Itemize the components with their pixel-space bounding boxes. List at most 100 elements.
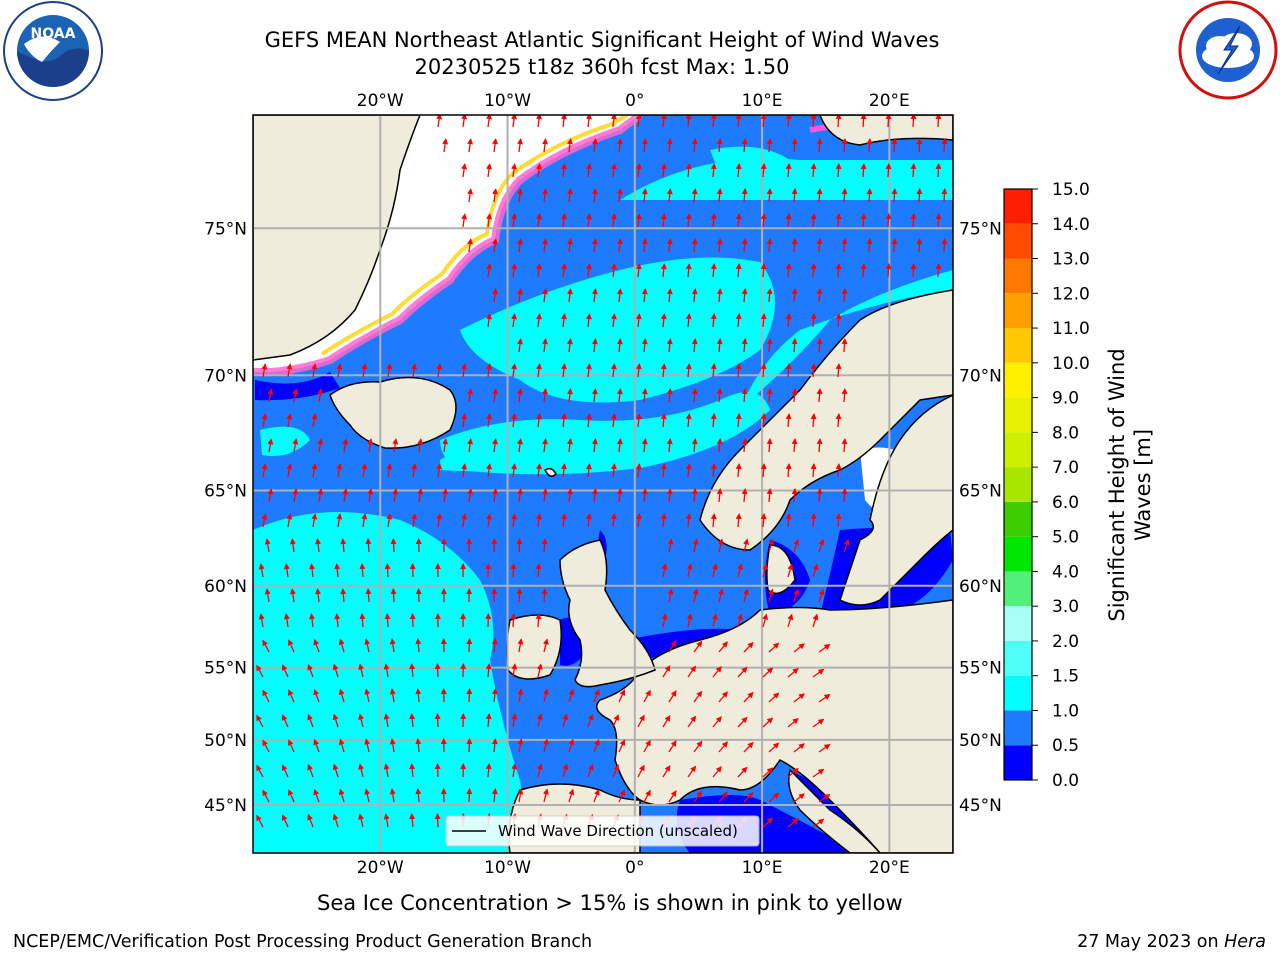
wave-arrow bbox=[383, 713, 390, 728]
colorbar-tick-label: 9.0 bbox=[1052, 389, 1079, 409]
colorbar-tick-label: 13.0 bbox=[1052, 250, 1090, 270]
wave-arrow bbox=[359, 613, 366, 628]
wave-arrow bbox=[542, 638, 549, 653]
wave-arrow bbox=[612, 714, 619, 728]
colorbar-tick-label: 7.0 bbox=[1052, 458, 1079, 478]
wave-arrow bbox=[818, 693, 831, 703]
wave-arrow bbox=[541, 538, 548, 553]
wave-arrow bbox=[666, 238, 673, 253]
wave-arrow bbox=[941, 138, 948, 153]
wave-arrow bbox=[685, 413, 692, 428]
wave-arrow bbox=[910, 263, 917, 278]
wave-arrow bbox=[735, 263, 742, 278]
wave-arrow bbox=[365, 588, 372, 603]
wave-arrow bbox=[542, 488, 548, 503]
wave-arrow bbox=[716, 338, 723, 353]
wave-arrow bbox=[793, 743, 805, 753]
wave-arrow bbox=[390, 588, 397, 603]
wave-arrow bbox=[660, 363, 667, 378]
lon-tick-top: 10°W bbox=[484, 91, 531, 111]
wave-arrow bbox=[261, 413, 268, 428]
wave-arrow bbox=[486, 213, 493, 228]
wave-arrow bbox=[710, 513, 717, 528]
wave-arrow bbox=[436, 115, 443, 128]
wave-arrow bbox=[256, 714, 264, 728]
wave-arrow bbox=[668, 690, 677, 703]
wave-arrow bbox=[261, 363, 268, 378]
wave-arrow bbox=[841, 388, 848, 403]
wave-arrow bbox=[338, 638, 345, 653]
wave-arrow bbox=[760, 263, 767, 278]
wave-arrow bbox=[383, 763, 390, 778]
wave-arrow bbox=[660, 213, 667, 228]
wave-arrow bbox=[812, 718, 825, 728]
wave-arrow bbox=[332, 663, 339, 678]
wave-arrow bbox=[835, 313, 842, 328]
wave-arrow bbox=[536, 763, 543, 778]
wave-arrow bbox=[685, 263, 692, 278]
wave-arrow bbox=[717, 538, 724, 553]
wave-arrow bbox=[361, 363, 368, 378]
wave-arrow bbox=[309, 563, 316, 578]
colorbar-segment bbox=[1004, 745, 1032, 780]
wave-arrow bbox=[693, 740, 703, 753]
wave-arrow bbox=[292, 438, 299, 453]
wave-arrow bbox=[392, 488, 399, 503]
wave-arrow bbox=[691, 488, 698, 503]
wave-arrow bbox=[791, 388, 798, 403]
wave-arrow bbox=[760, 413, 767, 428]
wave-arrow bbox=[358, 813, 365, 828]
lat-tick-right: 50°N bbox=[959, 731, 1002, 751]
wave-arrow bbox=[258, 563, 265, 578]
wave-arrow bbox=[415, 788, 422, 803]
map-area: Wind Wave Direction (unscaled) bbox=[253, 115, 953, 853]
wave-arrow bbox=[516, 588, 523, 603]
wave-arrow bbox=[491, 638, 498, 653]
colorbar-segment bbox=[1004, 640, 1032, 676]
wave-arrow bbox=[585, 363, 592, 378]
lat-tick-right: 55°N bbox=[959, 659, 1002, 679]
wave-arrow bbox=[281, 664, 289, 678]
wave-arrow bbox=[641, 288, 648, 303]
wave-arrow bbox=[616, 188, 623, 203]
wave-arrow bbox=[835, 263, 842, 278]
wave-arrow bbox=[467, 438, 474, 453]
wave-arrow bbox=[338, 688, 345, 703]
wave-arrow bbox=[288, 689, 295, 703]
wave-arrow bbox=[793, 538, 800, 553]
wave-arrow bbox=[762, 613, 769, 628]
wave-arrow bbox=[610, 163, 617, 178]
colorbar-tick-label: 1.5 bbox=[1052, 667, 1079, 687]
axis-tick-labels: 20°W 20°W 10°W 10°W 0° 0° 10°E 10°E 20°E 20°E 75°N… bbox=[204, 91, 1002, 878]
wave-arrow bbox=[885, 163, 892, 178]
wave-arrow bbox=[492, 238, 499, 253]
wave-arrow bbox=[810, 513, 817, 528]
wave-arrow bbox=[916, 138, 923, 153]
wave-arrow bbox=[593, 688, 600, 703]
colorbar-segment bbox=[1004, 362, 1032, 398]
chart-title-line2: 20230525 t18z 360h fcst Max: 1.50 bbox=[414, 55, 790, 79]
wave-arrow bbox=[315, 588, 322, 603]
wave-arrow bbox=[866, 138, 873, 153]
wave-arrow bbox=[641, 338, 648, 353]
wave-arrow bbox=[262, 789, 270, 803]
wave-arrow bbox=[710, 163, 717, 178]
wave-arrow bbox=[885, 263, 892, 278]
wave-arrow bbox=[542, 788, 549, 803]
wave-arrow bbox=[585, 263, 592, 278]
lat-tick-left: 75°N bbox=[204, 219, 247, 239]
wave-arrow bbox=[616, 138, 623, 153]
colorbar-segment bbox=[1004, 223, 1032, 259]
wave-arrow bbox=[610, 363, 617, 378]
wave-arrow bbox=[359, 563, 366, 578]
wave-arrow bbox=[466, 788, 473, 803]
wave-arrow bbox=[686, 613, 693, 628]
wave-arrow bbox=[517, 188, 523, 203]
wave-arrow bbox=[511, 513, 518, 528]
wave-arrow bbox=[693, 640, 703, 653]
wave-arrow bbox=[885, 213, 892, 228]
wave-arrow bbox=[492, 438, 499, 453]
wave-arrow bbox=[442, 488, 449, 503]
colorbar: 0.0 0.5 1.0 1.5 2.0 3.0 4.0 5.0 6.0 7.0 8.0 9.0 10.0… bbox=[1003, 180, 1090, 791]
